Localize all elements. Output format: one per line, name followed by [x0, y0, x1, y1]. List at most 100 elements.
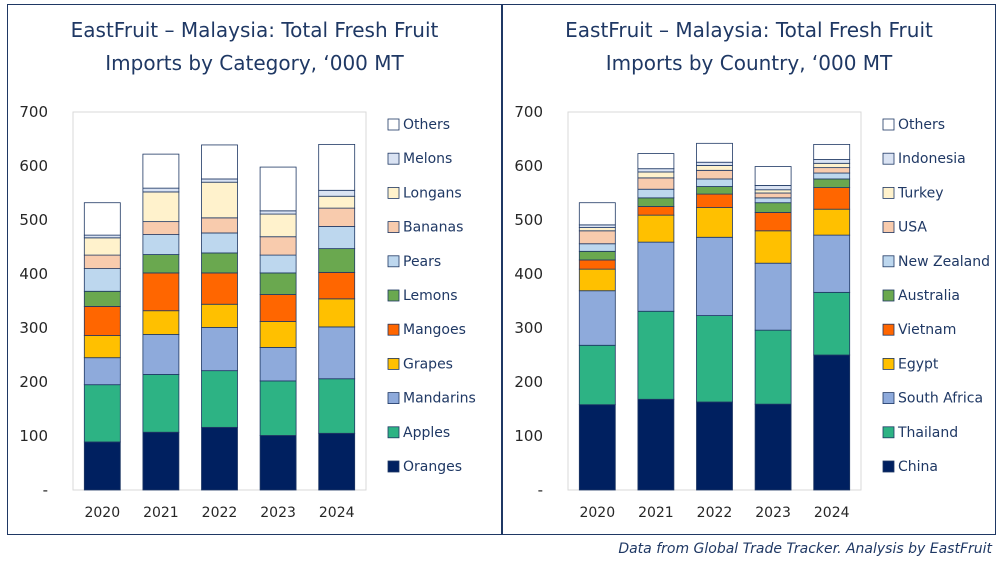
bar-segment-grapes-2020: [83, 335, 121, 359]
bar-segment-lemons-2021: [142, 254, 180, 274]
legend-label-others: Others: [898, 117, 945, 133]
bar-segment-australia-2021: [637, 197, 675, 207]
legend-swatch-egypt: [882, 357, 895, 370]
bar-segment-egypt-2021: [637, 214, 675, 243]
y-tick-label: -: [538, 481, 543, 499]
bar-segment-lemons-2024: [318, 248, 356, 273]
legend-swatch-vietnam: [882, 323, 895, 336]
bar-segment-south-africa-2023: [754, 262, 792, 331]
bar-segment-mandarins-2022: [201, 327, 238, 372]
legend-swatch-others: [882, 118, 895, 131]
bar-segment-australia-2024: [813, 178, 851, 189]
bar-segment-china-2022: [696, 401, 733, 491]
chart-svg: EastFruit – Malaysia: Total Fresh Fruit I…: [514, 18, 990, 521]
chart-title-line: EastFruit – Malaysia: Total Fresh Fruit: [71, 18, 439, 42]
bar-segment-vietnam-2020: [578, 259, 616, 270]
y-tick-label: 700: [19, 103, 48, 121]
chart-panel-by-country: EastFruit – Malaysia: Total Fresh Fruit I…: [502, 4, 996, 535]
bar-segment-others-2023: [259, 166, 297, 212]
bar-segment-new-zealand-2021: [637, 188, 675, 199]
bar-segment-indonesia-2020: [578, 224, 616, 228]
y-tick-label: 100: [514, 427, 543, 445]
bar-segment-china-2023: [754, 403, 792, 491]
x-tick-label: 2020: [84, 505, 120, 521]
x-tick-label: 2023: [260, 505, 296, 521]
bar-segment-apples-2021: [142, 374, 180, 433]
bar-segment-thailand-2023: [754, 329, 792, 405]
chart-title-line: Imports by Country, ‘000 MT: [606, 51, 893, 75]
x-tick-label: 2024: [814, 505, 850, 521]
bar-segment-lemons-2023: [259, 272, 297, 295]
bar-segment-longans-2024: [318, 195, 356, 209]
bar-segment-apples-2024: [318, 378, 356, 434]
bar-segment-turkey-2020: [578, 227, 616, 232]
chart-title-line: Imports by Category, ‘000 MT: [105, 51, 404, 75]
x-tick-label: 2024: [319, 505, 355, 521]
chart-svg: EastFruit – Malaysia: Total Fresh Fruit I…: [19, 18, 476, 521]
legend-label-bananas: Bananas: [403, 220, 463, 236]
legend-swatch-lemons: [387, 289, 400, 302]
legend-label-grapes: Grapes: [403, 356, 453, 372]
legend-label-new-zealand: New Zealand: [898, 254, 990, 270]
y-tick-label: 200: [514, 373, 543, 391]
bar-segment-vietnam-2023: [754, 212, 792, 232]
legend-swatch-pears: [387, 255, 400, 268]
legend-swatch-thailand: [882, 426, 895, 439]
y-tick-label: 500: [19, 211, 48, 229]
legend-label-apples: Apples: [403, 425, 450, 441]
legend-label-china: China: [898, 459, 938, 475]
bar-segment-thailand-2021: [637, 310, 675, 400]
bar-segment-vietnam-2024: [813, 187, 851, 210]
bar-segment-apples-2023: [259, 380, 297, 436]
bar-segment-others-2020: [578, 202, 616, 226]
legend-swatch-south-africa: [882, 392, 895, 405]
bar-segment-egypt-2023: [754, 230, 792, 264]
y-tick-label: 200: [19, 373, 48, 391]
bar-segment-mangoes-2021: [142, 272, 180, 312]
legend-swatch-longans: [387, 186, 400, 199]
bar-segment-others-2020: [83, 202, 121, 236]
bar-segment-oranges-2023: [259, 435, 297, 491]
bar-segment-china-2024: [813, 354, 851, 491]
bar-segment-indonesia-2021: [637, 168, 675, 173]
bar-segment-australia-2022: [696, 186, 733, 195]
bar-segment-lemons-2022: [201, 252, 238, 274]
bar-segment-indonesia-2024: [813, 159, 851, 164]
x-tick-label: 2021: [638, 505, 674, 521]
legend-label-mangoes: Mangoes: [403, 322, 466, 338]
y-tick-label: 400: [19, 265, 48, 283]
bar-segment-melons-2022: [201, 178, 238, 183]
legend-label-indonesia: Indonesia: [898, 151, 966, 167]
legend-swatch-melons: [387, 152, 400, 165]
legend-swatch-mandarins: [387, 392, 400, 405]
legend-label-south-africa: South Africa: [898, 391, 983, 407]
legend-label-pears: Pears: [403, 254, 441, 270]
y-tick-label: 600: [514, 157, 543, 175]
bar-segment-grapes-2022: [201, 303, 238, 328]
legend-swatch-others: [387, 118, 400, 131]
bar-segment-mangoes-2023: [259, 294, 297, 322]
bar-segment-vietnam-2021: [637, 206, 675, 216]
bar-segment-bananas-2023: [259, 236, 297, 256]
bar-segment-new-zealand-2024: [813, 172, 851, 180]
bar-segment-melons-2020: [83, 234, 121, 239]
legend-swatch-oranges: [387, 460, 400, 473]
bar-segment-thailand-2020: [578, 344, 616, 406]
legend-label-australia: Australia: [898, 288, 960, 304]
legend-label-mandarins: Mandarins: [403, 391, 476, 407]
bar-segment-australia-2023: [754, 202, 792, 213]
bar-segment-turkey-2023: [754, 189, 792, 194]
bar-segment-usa-2023: [754, 192, 792, 199]
bar-segment-usa-2024: [813, 167, 851, 174]
bar-segment-grapes-2024: [318, 298, 356, 328]
bar-segment-turkey-2021: [637, 171, 675, 179]
bar-segment-mandarins-2020: [83, 357, 121, 386]
bar-segment-mangoes-2024: [318, 271, 356, 300]
bar-segment-others-2021: [142, 153, 180, 189]
bar-segment-mangoes-2020: [83, 305, 121, 336]
bar-segment-longans-2023: [259, 213, 297, 238]
legend-swatch-grapes: [387, 357, 400, 370]
legend-swatch-australia: [882, 289, 895, 302]
bar-segment-longans-2020: [83, 237, 121, 256]
bar-segment-mandarins-2023: [259, 347, 297, 382]
